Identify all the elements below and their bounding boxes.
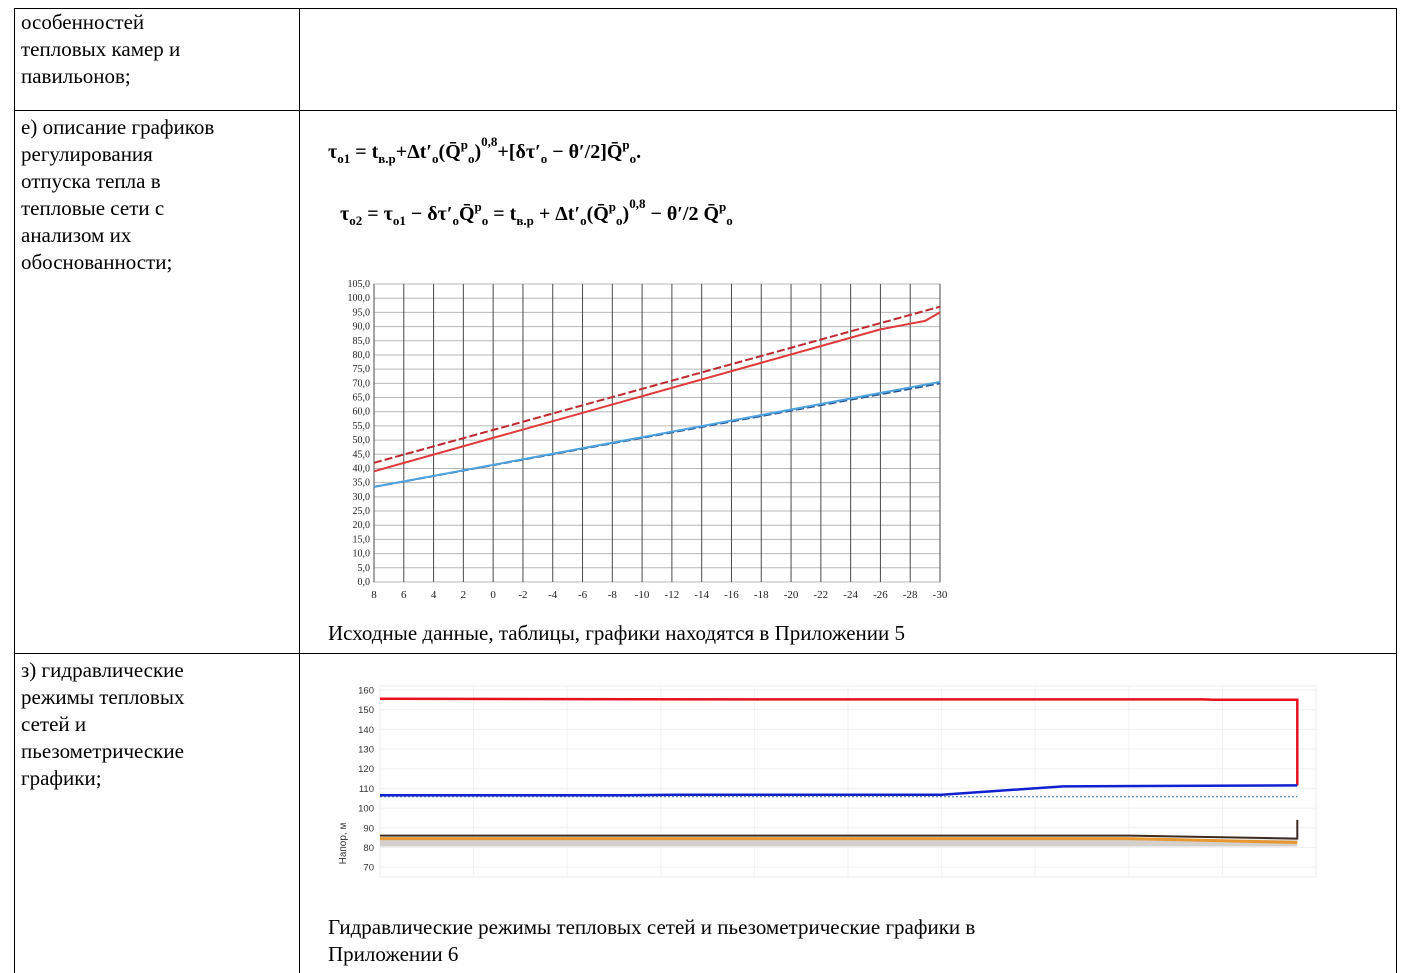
- series-line: [373, 380, 941, 488]
- label-line: павильонов;: [21, 64, 131, 88]
- y-tick-label: 95,0: [353, 307, 371, 318]
- x-tick-label: -14: [694, 589, 709, 601]
- y-tick-label: 120: [358, 764, 374, 775]
- row-divider-2: [14, 653, 1397, 654]
- y-tick-label: 90: [363, 823, 374, 834]
- x-tick-label: -2: [518, 589, 527, 601]
- formula-2: τo2 = τo1 − δτ′oQ̄po = tв.р + Δt′o(Q̄po)…: [340, 196, 733, 228]
- row-2-label: е) описание графиков регулирования отпус…: [21, 114, 214, 276]
- label-line: пьезометрические: [21, 739, 184, 763]
- temperature-schedule-chart: 0,0 5,0 10,0 15,0 20,0 25,0 30,0 35,0 40,0 45,0 50…: [348, 279, 948, 601]
- y-tick-label: 20,0: [353, 520, 371, 531]
- row-3-label: з) гидравлические режимы тепловых сетей …: [21, 657, 184, 792]
- caption-line: Приложении 6: [328, 942, 459, 966]
- y-tick-label: 35,0: [353, 478, 371, 489]
- series-line: [379, 697, 1299, 786]
- y-tick-label: 50,0: [353, 435, 371, 446]
- x-tick-label: 2: [461, 589, 467, 601]
- series-line: [373, 311, 941, 473]
- label-line: графики;: [21, 766, 102, 790]
- x-tick-label: -4: [548, 589, 558, 601]
- label-line: режимы тепловых: [21, 685, 185, 709]
- table-border-left: [14, 8, 15, 973]
- y-tick-label: 0,0: [358, 577, 371, 588]
- label-line: тепловых камер и: [21, 37, 181, 61]
- y-tick-label: 15,0: [353, 534, 371, 545]
- y-tick-label: 60,0: [353, 407, 371, 418]
- y-tick-label: 25,0: [353, 506, 371, 517]
- y-tick-label: 130: [358, 745, 374, 756]
- x-tick-label: -18: [754, 589, 769, 601]
- x-tick-label: -8: [608, 589, 618, 601]
- label-line: тепловые сети с: [21, 196, 165, 220]
- label-line: регулирования: [21, 142, 153, 166]
- y-tick-label: 75,0: [353, 364, 371, 375]
- x-tick-label: 6: [401, 589, 407, 601]
- y-tick-label: 105,0: [348, 279, 371, 290]
- x-tick-label: 8: [371, 589, 377, 601]
- x-tick-label: -24: [843, 589, 858, 601]
- x-tick-label: -6: [578, 589, 588, 601]
- label-line: обоснованности;: [21, 250, 173, 274]
- label-line: е) описание графиков: [21, 115, 215, 139]
- label-line: особенностей: [21, 10, 145, 34]
- label-line: з) гидравлические: [21, 658, 184, 682]
- label-line: сетей и: [21, 712, 87, 736]
- label-line: анализом их: [21, 223, 132, 247]
- y-tick-label: 150: [358, 705, 374, 716]
- y-tick-label: 55,0: [353, 421, 371, 432]
- appendix-5-caption: Исходные данные, таблицы, графики находя…: [328, 621, 905, 645]
- svg-text:τo2 = τo1 − δτ′oQ̄po = tв.р +: τo2 = τo1 − δτ′oQ̄po = tв.р + Δt′o(Q̄po)…: [340, 196, 733, 228]
- y-axis-label: Напор, м: [338, 823, 349, 865]
- x-tick-label: 4: [431, 589, 437, 601]
- x-tick-label: -28: [903, 589, 918, 601]
- y-tick-label: 100: [358, 804, 374, 815]
- y-tick-label: 90,0: [353, 322, 371, 333]
- piezometric-chart: 70 80 90 100 110 120 130 140 150 160 Напор, м: [338, 685, 1317, 878]
- series-line: [380, 837, 1298, 844]
- y-tick-label: 5,0: [358, 563, 371, 574]
- x-tick-label: 0: [490, 589, 496, 601]
- appendix-6-caption: Гидравлические режимы тепловых сетей и п…: [328, 914, 975, 968]
- y-tick-label: 80,0: [353, 350, 371, 361]
- series-line: [373, 305, 941, 464]
- x-tick-label: -26: [873, 589, 888, 601]
- x-tick-label: -22: [814, 589, 829, 601]
- document-table: [14, 8, 1397, 973]
- plot-area: [373, 283, 941, 583]
- series-line: [380, 819, 1299, 840]
- ground-band: [380, 839, 1298, 847]
- y-tick-label: 140: [358, 725, 374, 736]
- x-tick-label: -16: [724, 589, 739, 601]
- y-tick-label: 30,0: [353, 492, 371, 503]
- svg-text:τo1 = tв.р+Δt′o(Q̄po)0,8+[δτ′o: τo1 = tв.р+Δt′o(Q̄po)0,8+[δτ′o − θ′/2]Q̄…: [328, 134, 641, 166]
- y-tick-label: 70,0: [353, 378, 371, 389]
- y-tick-label: 100,0: [348, 293, 371, 304]
- y-tick-label: 160: [358, 685, 374, 696]
- formula-1: τo1 = tв.р+Δt′o(Q̄po)0,8+[δτ′o − θ′/2]Q̄…: [328, 134, 641, 166]
- y-tick-label: 10,0: [353, 549, 371, 560]
- row-1-label: особенностей тепловых камер и павильонов…: [21, 9, 180, 90]
- y-tick-label: 110: [359, 784, 374, 795]
- x-tick-label: -12: [665, 589, 680, 601]
- series-line: [380, 784, 1298, 797]
- label-line: отпуска тепла в: [21, 169, 161, 193]
- caption-line: Гидравлические режимы тепловых сетей и п…: [328, 915, 976, 939]
- x-tick-label: -20: [784, 589, 799, 601]
- column-divider: [299, 8, 300, 973]
- x-tick-label: -30: [933, 589, 948, 601]
- y-tick-label: 40,0: [353, 463, 371, 474]
- table-border-top: [14, 8, 1397, 9]
- row-divider-1: [14, 110, 1397, 111]
- x-tick-label: -10: [635, 589, 650, 601]
- table-border-right: [1396, 8, 1397, 973]
- y-tick-label: 85,0: [353, 336, 371, 347]
- y-tick-label: 65,0: [353, 393, 371, 404]
- y-tick-label: 45,0: [353, 449, 371, 460]
- y-tick-label: 80: [363, 843, 374, 854]
- y-tick-label: 70: [363, 863, 374, 874]
